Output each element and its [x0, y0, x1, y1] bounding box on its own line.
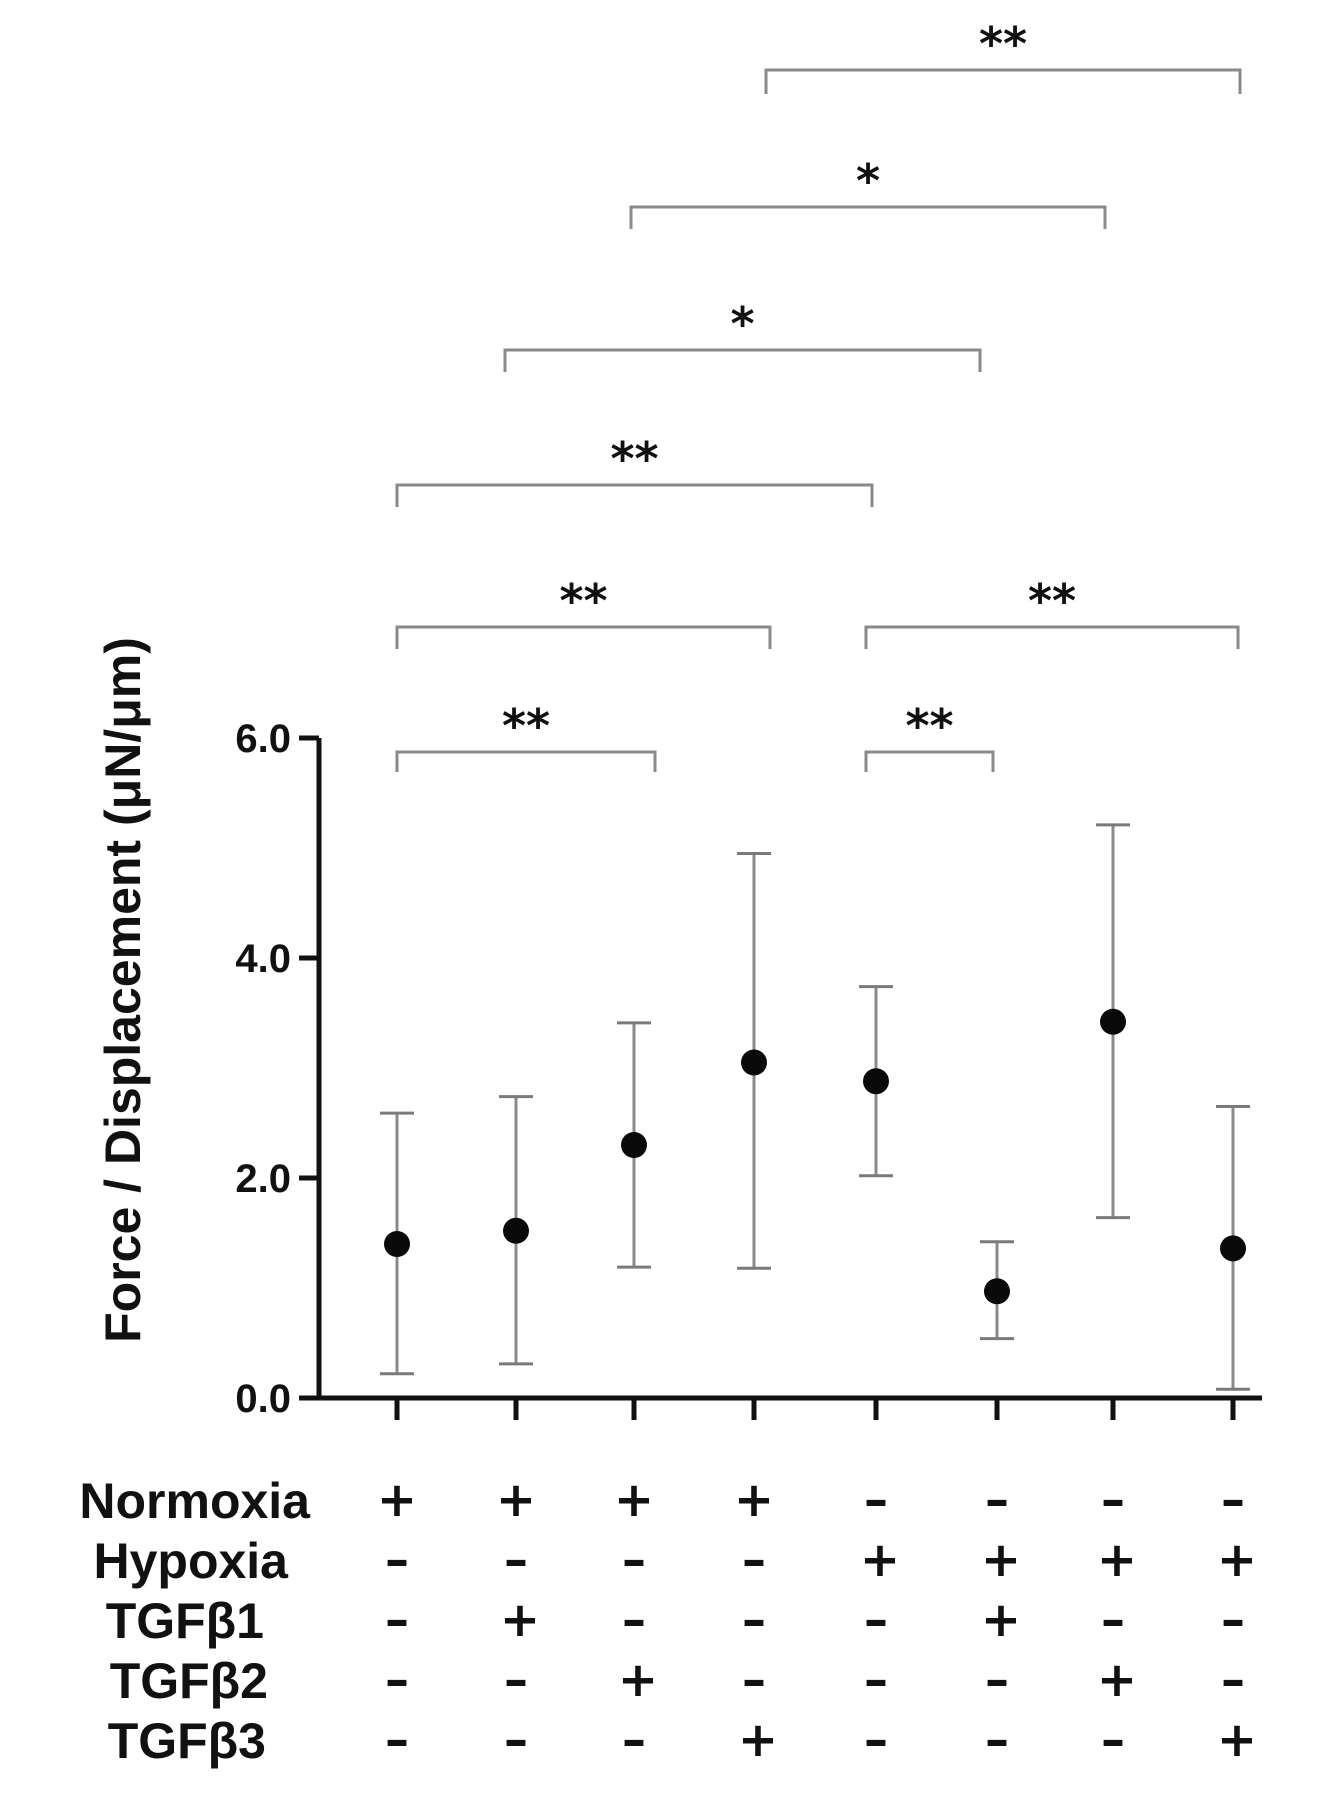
condition-symbol: + — [500, 1592, 540, 1648]
condition-symbol: – — [1101, 1712, 1125, 1768]
condition-label: TGFβ2 — [110, 1653, 268, 1709]
significance-label: ** — [905, 699, 953, 753]
condition-symbol: – — [622, 1712, 646, 1768]
condition-symbol: + — [496, 1472, 536, 1528]
condition-symbol: – — [504, 1652, 528, 1708]
condition-symbol: + — [1097, 1532, 1137, 1588]
y-axis: 0.0 2.0 4.0 6.0 — [235, 717, 1262, 1421]
y-axis-label: Force / Displacement (μN/μm) — [95, 637, 151, 1343]
condition-symbol: – — [1101, 1472, 1125, 1528]
y-tick-label: 2.0 — [235, 1157, 291, 1201]
data-point — [984, 1278, 1010, 1305]
condition-symbol: – — [504, 1532, 528, 1588]
condition-label: Hypoxia — [93, 1533, 289, 1589]
significance-bracket — [395, 483, 874, 507]
x-ticks — [394, 1398, 1236, 1420]
condition-symbol: – — [742, 1592, 766, 1648]
significance-bracket — [629, 205, 1107, 229]
condition-symbol: + — [1097, 1652, 1137, 1708]
data-point — [503, 1217, 529, 1244]
y-tick-label: 0.0 — [235, 1377, 291, 1421]
condition-symbol: – — [504, 1712, 528, 1768]
condition-symbol: – — [622, 1592, 646, 1648]
condition-symbol: + — [1217, 1532, 1257, 1588]
data-point — [621, 1132, 647, 1158]
condition-symbol: – — [864, 1592, 888, 1648]
significance-label: ** — [610, 432, 658, 486]
significance-label: ** — [502, 699, 550, 753]
condition-symbol: – — [385, 1652, 409, 1708]
significance-bracket — [503, 348, 982, 372]
significance-bracket — [395, 750, 657, 772]
significance-bracket — [395, 625, 772, 649]
significance-label: ** — [979, 17, 1027, 71]
condition-symbol: + — [981, 1532, 1021, 1588]
data-point — [384, 1231, 410, 1257]
condition-symbol: + — [618, 1652, 658, 1708]
condition-symbol: – — [1221, 1472, 1245, 1528]
condition-symbol: – — [985, 1652, 1009, 1708]
condition-symbol: – — [985, 1472, 1009, 1528]
condition-symbol: – — [385, 1712, 409, 1768]
significance-bracket — [864, 625, 1240, 649]
condition-symbol: – — [742, 1532, 766, 1588]
y-tick-label: 6.0 — [235, 717, 291, 761]
condition-symbol: + — [981, 1592, 1021, 1648]
significance-bracket — [764, 68, 1242, 94]
condition-label: TGFβ1 — [106, 1593, 264, 1649]
condition-symbol: – — [385, 1592, 409, 1648]
condition-symbol: – — [742, 1652, 766, 1708]
condition-symbol: + — [860, 1532, 900, 1588]
condition-symbol: + — [377, 1472, 417, 1528]
condition-symbol: – — [1101, 1592, 1125, 1648]
condition-symbol: – — [1221, 1592, 1245, 1648]
condition-symbol: – — [864, 1652, 888, 1708]
condition-label: Normoxia — [79, 1473, 311, 1529]
condition-table: Normoxia + + + + – – – –Hypoxia – – – – + + + +TGFβ1– + – –… — [79, 1472, 1257, 1769]
y-tick-label: 4.0 — [235, 937, 291, 981]
significance-label: * — [730, 297, 754, 351]
condition-symbol: + — [614, 1472, 654, 1528]
condition-label: TGFβ3 — [108, 1713, 266, 1769]
data-point — [863, 1068, 889, 1095]
condition-symbol: – — [864, 1472, 888, 1528]
condition-symbol: – — [985, 1712, 1009, 1768]
data-point — [1100, 1008, 1126, 1035]
data-point — [1220, 1235, 1246, 1262]
condition-symbol: + — [1217, 1712, 1257, 1768]
condition-symbol: + — [738, 1712, 778, 1768]
significance-bracket — [864, 750, 995, 772]
condition-symbol: – — [622, 1532, 646, 1588]
condition-symbol: + — [734, 1472, 774, 1528]
condition-symbol: – — [864, 1712, 888, 1768]
data-point — [741, 1049, 767, 1076]
significance-label: ** — [559, 574, 607, 628]
condition-symbol: – — [385, 1532, 409, 1588]
significance-label: ** — [1028, 574, 1076, 628]
significance-label: * — [856, 154, 880, 208]
significance-brackets: ** **** ******** — [395, 17, 1242, 772]
condition-symbol: – — [1221, 1652, 1245, 1708]
data-points — [380, 823, 1250, 1391]
